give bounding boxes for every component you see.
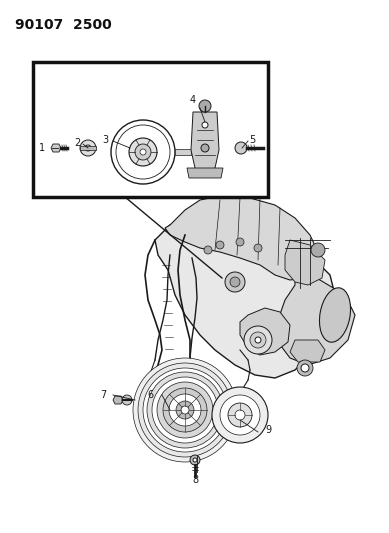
Circle shape xyxy=(202,122,208,128)
Circle shape xyxy=(230,277,240,287)
Circle shape xyxy=(80,140,96,156)
Text: 3: 3 xyxy=(102,135,108,145)
Circle shape xyxy=(190,455,200,465)
Text: 4: 4 xyxy=(190,95,196,105)
Polygon shape xyxy=(187,168,223,178)
Circle shape xyxy=(163,388,207,432)
Circle shape xyxy=(216,241,224,249)
Circle shape xyxy=(138,363,232,457)
Ellipse shape xyxy=(319,288,350,342)
Polygon shape xyxy=(165,196,318,280)
Polygon shape xyxy=(240,308,290,355)
Circle shape xyxy=(111,120,175,184)
Circle shape xyxy=(250,332,266,348)
Circle shape xyxy=(193,458,197,462)
Circle shape xyxy=(235,142,247,154)
Circle shape xyxy=(236,238,244,246)
Circle shape xyxy=(254,244,262,252)
Circle shape xyxy=(140,149,146,155)
Circle shape xyxy=(176,401,194,419)
Circle shape xyxy=(220,395,260,435)
Text: 9: 9 xyxy=(265,425,271,435)
Circle shape xyxy=(116,125,170,179)
Circle shape xyxy=(225,272,245,292)
Text: 2: 2 xyxy=(74,138,80,148)
Circle shape xyxy=(129,138,157,166)
Polygon shape xyxy=(155,218,335,378)
Circle shape xyxy=(169,394,201,426)
Polygon shape xyxy=(278,270,355,365)
Polygon shape xyxy=(290,340,325,362)
Circle shape xyxy=(85,145,91,151)
Circle shape xyxy=(133,358,237,462)
Text: 6: 6 xyxy=(147,390,153,400)
Circle shape xyxy=(311,243,325,257)
Circle shape xyxy=(297,360,313,376)
Polygon shape xyxy=(113,396,123,404)
Circle shape xyxy=(244,326,272,354)
Circle shape xyxy=(204,246,212,254)
Circle shape xyxy=(212,387,268,443)
Circle shape xyxy=(181,406,189,414)
Circle shape xyxy=(235,410,245,420)
Text: 1: 1 xyxy=(39,143,45,153)
Circle shape xyxy=(143,368,227,452)
Circle shape xyxy=(301,364,309,372)
Circle shape xyxy=(147,372,223,448)
Text: 7: 7 xyxy=(100,390,106,400)
Bar xyxy=(33,62,268,197)
Polygon shape xyxy=(80,146,96,150)
Text: 5: 5 xyxy=(249,135,255,145)
Text: 8: 8 xyxy=(192,475,198,485)
Circle shape xyxy=(201,144,209,152)
Circle shape xyxy=(199,100,211,112)
Circle shape xyxy=(157,382,213,438)
Circle shape xyxy=(135,144,151,160)
Circle shape xyxy=(122,395,132,405)
Polygon shape xyxy=(285,240,325,285)
Circle shape xyxy=(255,337,261,343)
Polygon shape xyxy=(175,149,191,155)
Circle shape xyxy=(152,377,218,443)
Polygon shape xyxy=(191,112,219,172)
Polygon shape xyxy=(51,144,61,152)
Text: 90107  2500: 90107 2500 xyxy=(15,18,112,32)
Circle shape xyxy=(228,403,252,427)
